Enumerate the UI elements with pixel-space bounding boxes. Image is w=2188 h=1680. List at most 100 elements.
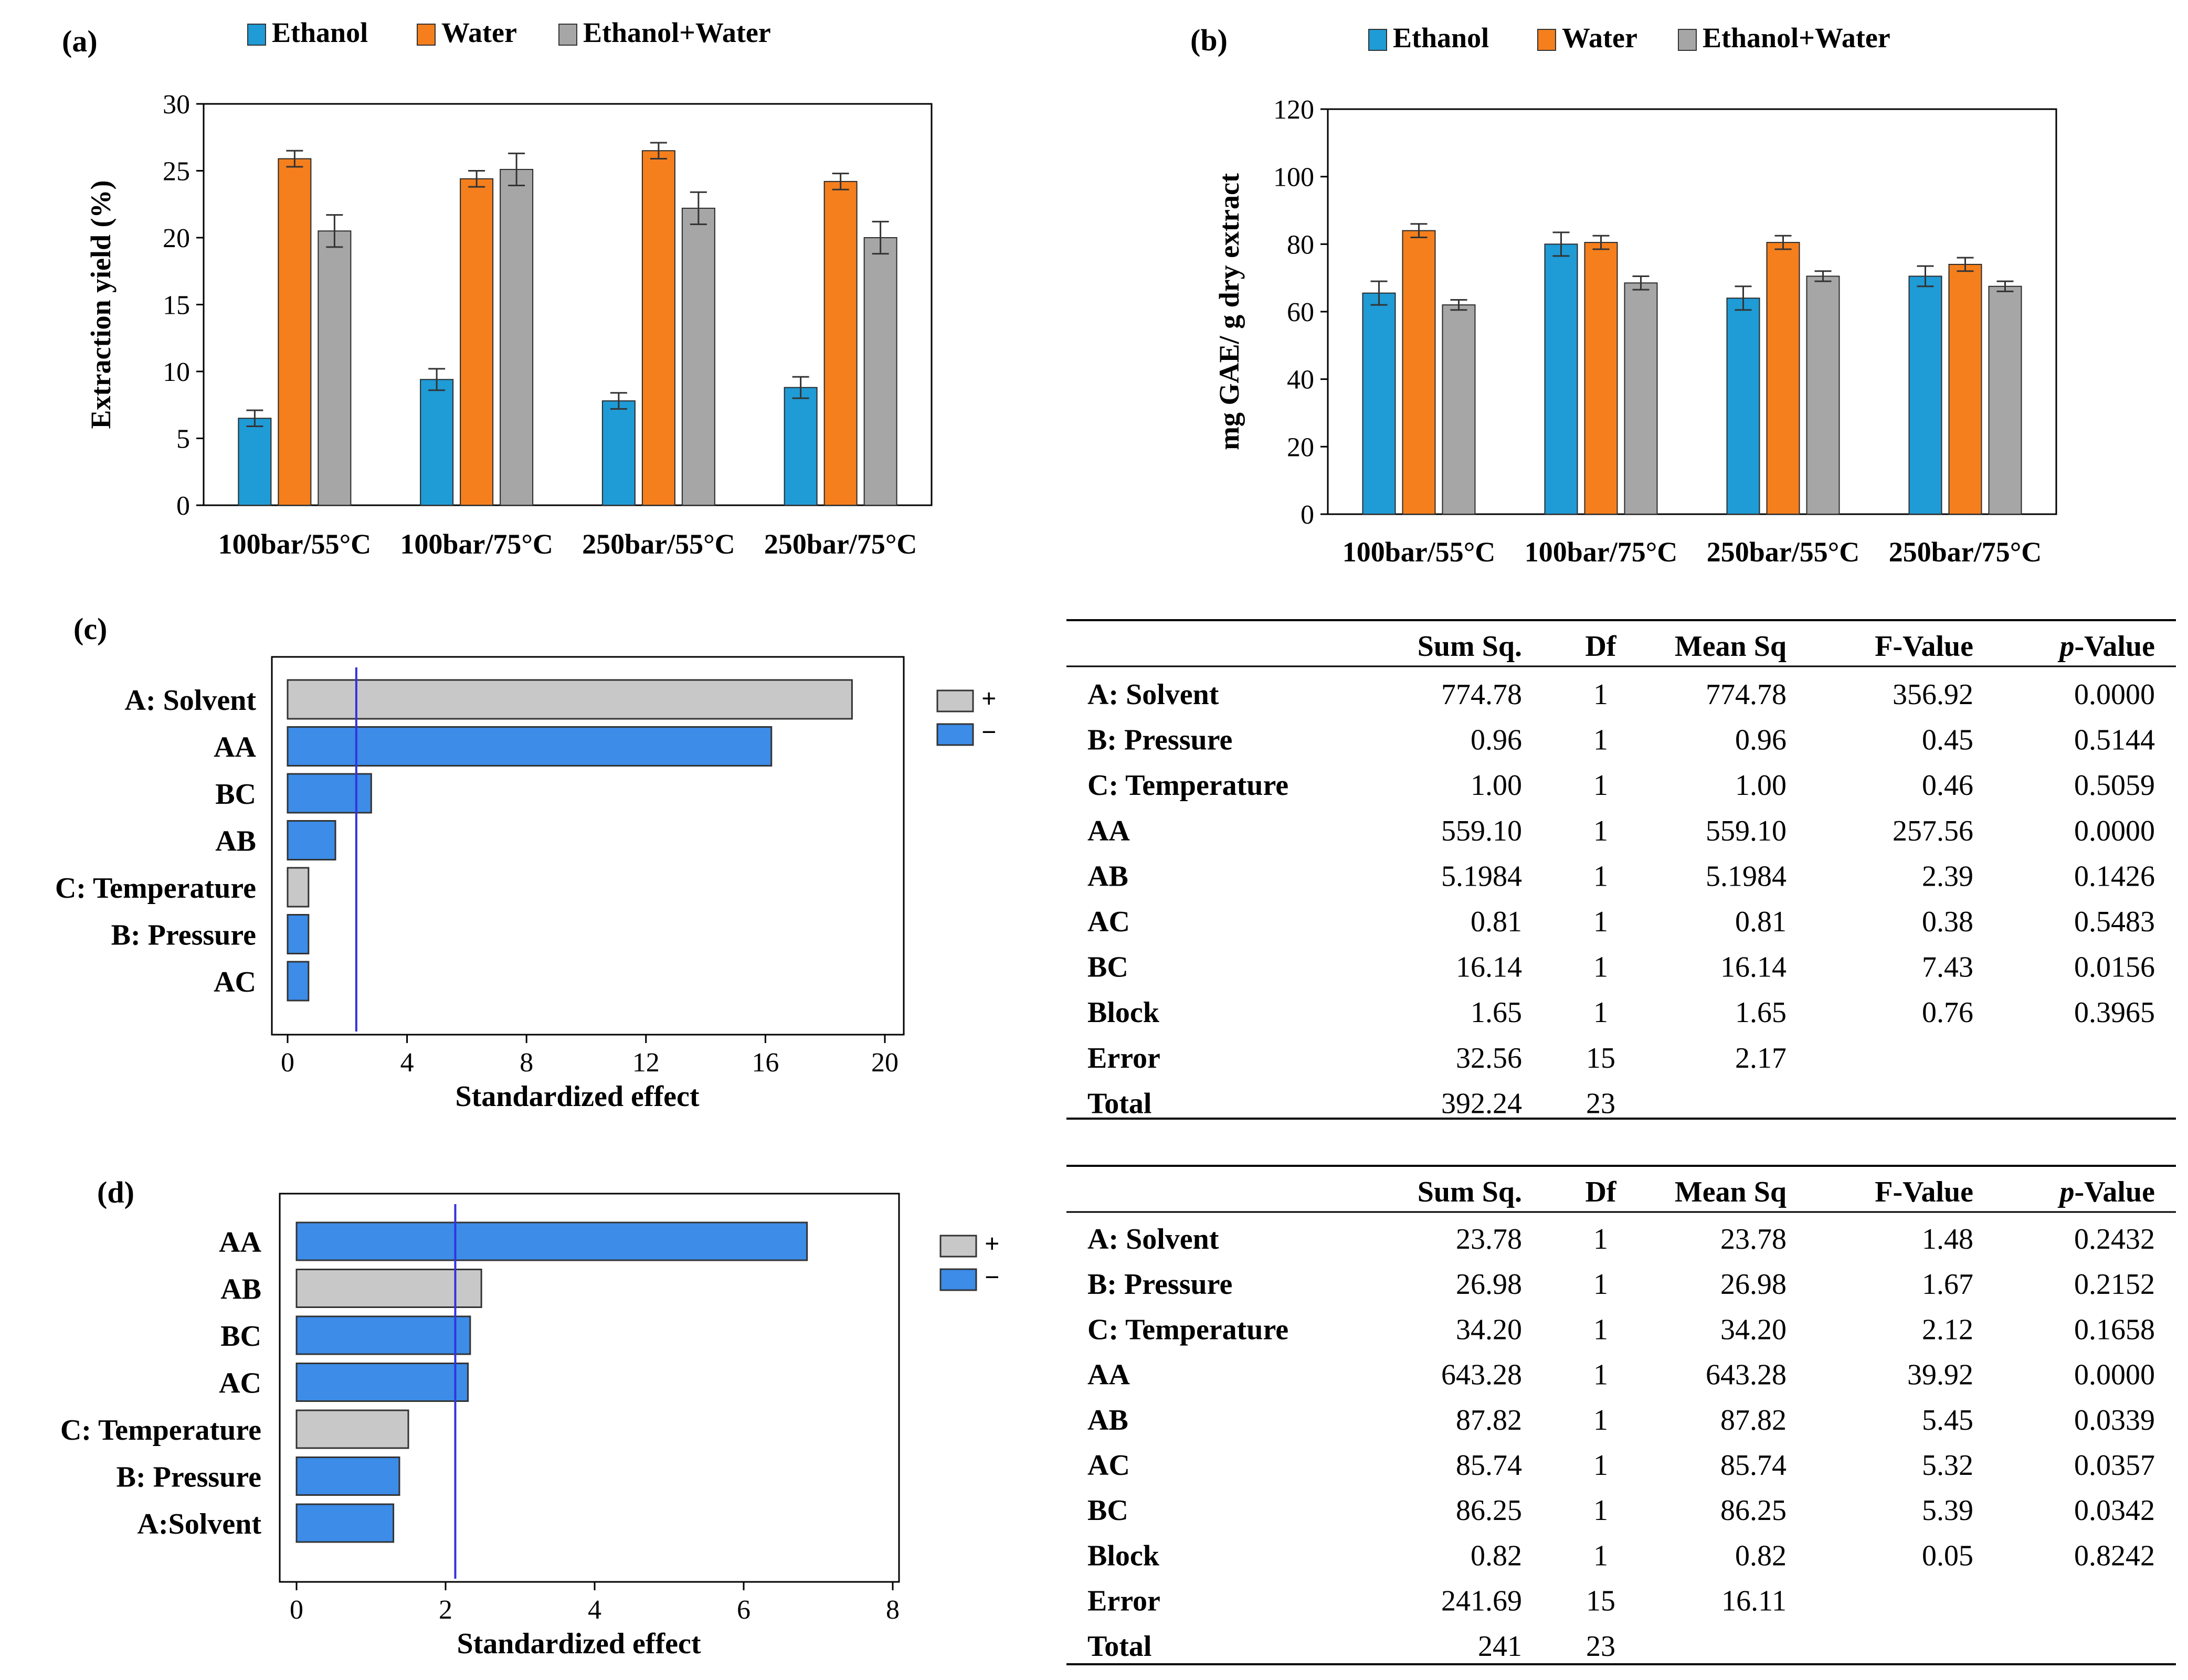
factor-label-d: AC [219,1367,261,1400]
table-cell-c: 1.65 [1471,996,1522,1029]
effect-bar-d [295,1221,808,1261]
factor-label-d: AB [220,1273,261,1306]
table-cell-d: AA [1087,1359,1130,1391]
table-cell-c: 0.96 [1735,724,1787,757]
legend-swatch-negative [936,723,974,746]
table-cell-d: 0.82 [1471,1539,1522,1572]
legend-label-a: Water [441,17,517,48]
table-cell-d: 0.0357 [2074,1449,2155,1482]
table-cell-d: 34.20 [1456,1313,1522,1346]
bar-a [641,150,675,506]
effect-bar-c [287,773,372,814]
table-cell-d: B: Pressure [1087,1268,1232,1301]
x-category-label-b: 100bar/55°C [1343,536,1496,568]
effect-bar-d [295,1269,482,1308]
x-tick-label-d: 0 [290,1595,303,1625]
table-cell-c: 0.5059 [2074,769,2155,802]
table-cell-c: 0.5144 [2074,724,2155,757]
effect-bar-c [287,914,310,954]
x-tick-label-d: 6 [737,1595,751,1625]
table-cell-c: 0.45 [1922,724,1973,757]
factor-label-d: BC [220,1320,261,1353]
table-cell-d: 23 [1586,1630,1615,1663]
table-cell-d: C: Temperature [1087,1313,1288,1346]
effect-bar-d [295,1503,395,1543]
table-cell-d: 39.92 [1907,1359,1973,1391]
y-tick-label-b: 20 [1287,432,1314,462]
table-cell-c: 392.24 [1441,1087,1522,1120]
table-cell-c: 1 [1593,906,1608,938]
table-cell-d: AB [1087,1404,1128,1437]
table-header-c: Df [1585,630,1616,663]
effect-bar-d [295,1456,400,1496]
x-tick-label-c: 12 [632,1048,660,1078]
table-cell-c: 15 [1586,1042,1615,1075]
table-header-d: p-Value [2057,1176,2155,1208]
panel-label-c: (c) [73,612,107,646]
x-tick-label-c: 16 [752,1048,779,1078]
x-tick-label-c: 4 [400,1048,414,1078]
legend-label-negative: − [985,1262,1000,1292]
factor-label-c: AA [214,731,256,764]
bar-a [823,180,858,506]
effect-bar-c [287,679,853,720]
table-cell-c: 1.00 [1471,769,1522,802]
y-tick-label-a: 10 [163,357,190,387]
table-cell-c: 7.43 [1922,951,1973,984]
table-cell-c: B: Pressure [1087,724,1232,757]
table-cell-c: 0.5483 [2074,906,2155,938]
x-axis-label-c: Standardized effect [455,1080,699,1113]
factor-label-d: B: Pressure [117,1461,261,1494]
effect-bar-c [287,961,310,1002]
bar-a [420,379,454,506]
table-header-c: Sum Sq. [1418,630,1522,663]
x-tick-label-d: 2 [439,1595,452,1625]
y-tick-label-b: 120 [1273,95,1314,125]
table-cell-c: AB [1087,860,1128,892]
table-cell-d: 1.67 [1922,1268,1973,1301]
table-cell-d: 86.25 [1456,1494,1522,1527]
x-category-label-b: 250bar/75°C [1889,536,2042,568]
legend-label-positive: + [981,684,997,713]
x-tick-label-c: 8 [520,1048,533,1078]
y-tick-label-a: 25 [163,157,190,187]
effect-bar-c [287,867,310,908]
table-cell-c: 2.17 [1735,1042,1787,1075]
panel-label-d: (d) [97,1175,134,1209]
bar-b [1908,275,1942,515]
table-cell-d: 26.98 [1720,1268,1787,1301]
table-cell-d: 0.05 [1922,1539,1973,1572]
table-cell-d: 1 [1593,1449,1608,1482]
y-tick-label-a: 30 [163,90,190,120]
table-cell-d: 0.0339 [2074,1404,2155,1437]
effect-bar-d [295,1409,409,1449]
legend-swatch-positive [936,689,974,713]
table-cell-d: 1.48 [1922,1223,1973,1256]
bar-b [1362,292,1396,515]
table-cell-c: 0.0000 [2074,815,2155,847]
table-cell-c: 16.14 [1720,951,1787,984]
plot-frame-c [271,656,905,1036]
legend-label-positive: + [985,1229,1000,1258]
effect-bar-d [295,1363,469,1402]
bar-b [1584,242,1618,515]
table-cell-c: 0.3965 [2074,996,2155,1029]
legend-label-a: Ethanol+Water [583,17,771,48]
bar-b [1442,304,1476,515]
table-cell-d: 0.82 [1735,1539,1787,1572]
table-cell-c: A: Solvent [1087,678,1219,711]
table-cell-d: 0.2432 [2074,1223,2155,1256]
factor-label-c: BC [215,778,256,811]
table-cell-c: C: Temperature [1087,769,1288,802]
plot-frame-d [279,1193,900,1583]
legend-swatch-b [1537,29,1556,51]
table-cell-c: 774.78 [1706,678,1787,711]
x-category-label-a: 250bar/55°C [582,528,735,560]
bar-a [238,418,272,506]
table-cell-c: 23 [1586,1087,1615,1120]
table-cell-d: 86.25 [1720,1494,1787,1527]
legend-label-b: Water [1562,22,1637,54]
table-cell-c: 0.96 [1471,724,1522,757]
table-cell-d: 643.28 [1706,1359,1787,1391]
table-cell-c: 0.81 [1471,906,1522,938]
